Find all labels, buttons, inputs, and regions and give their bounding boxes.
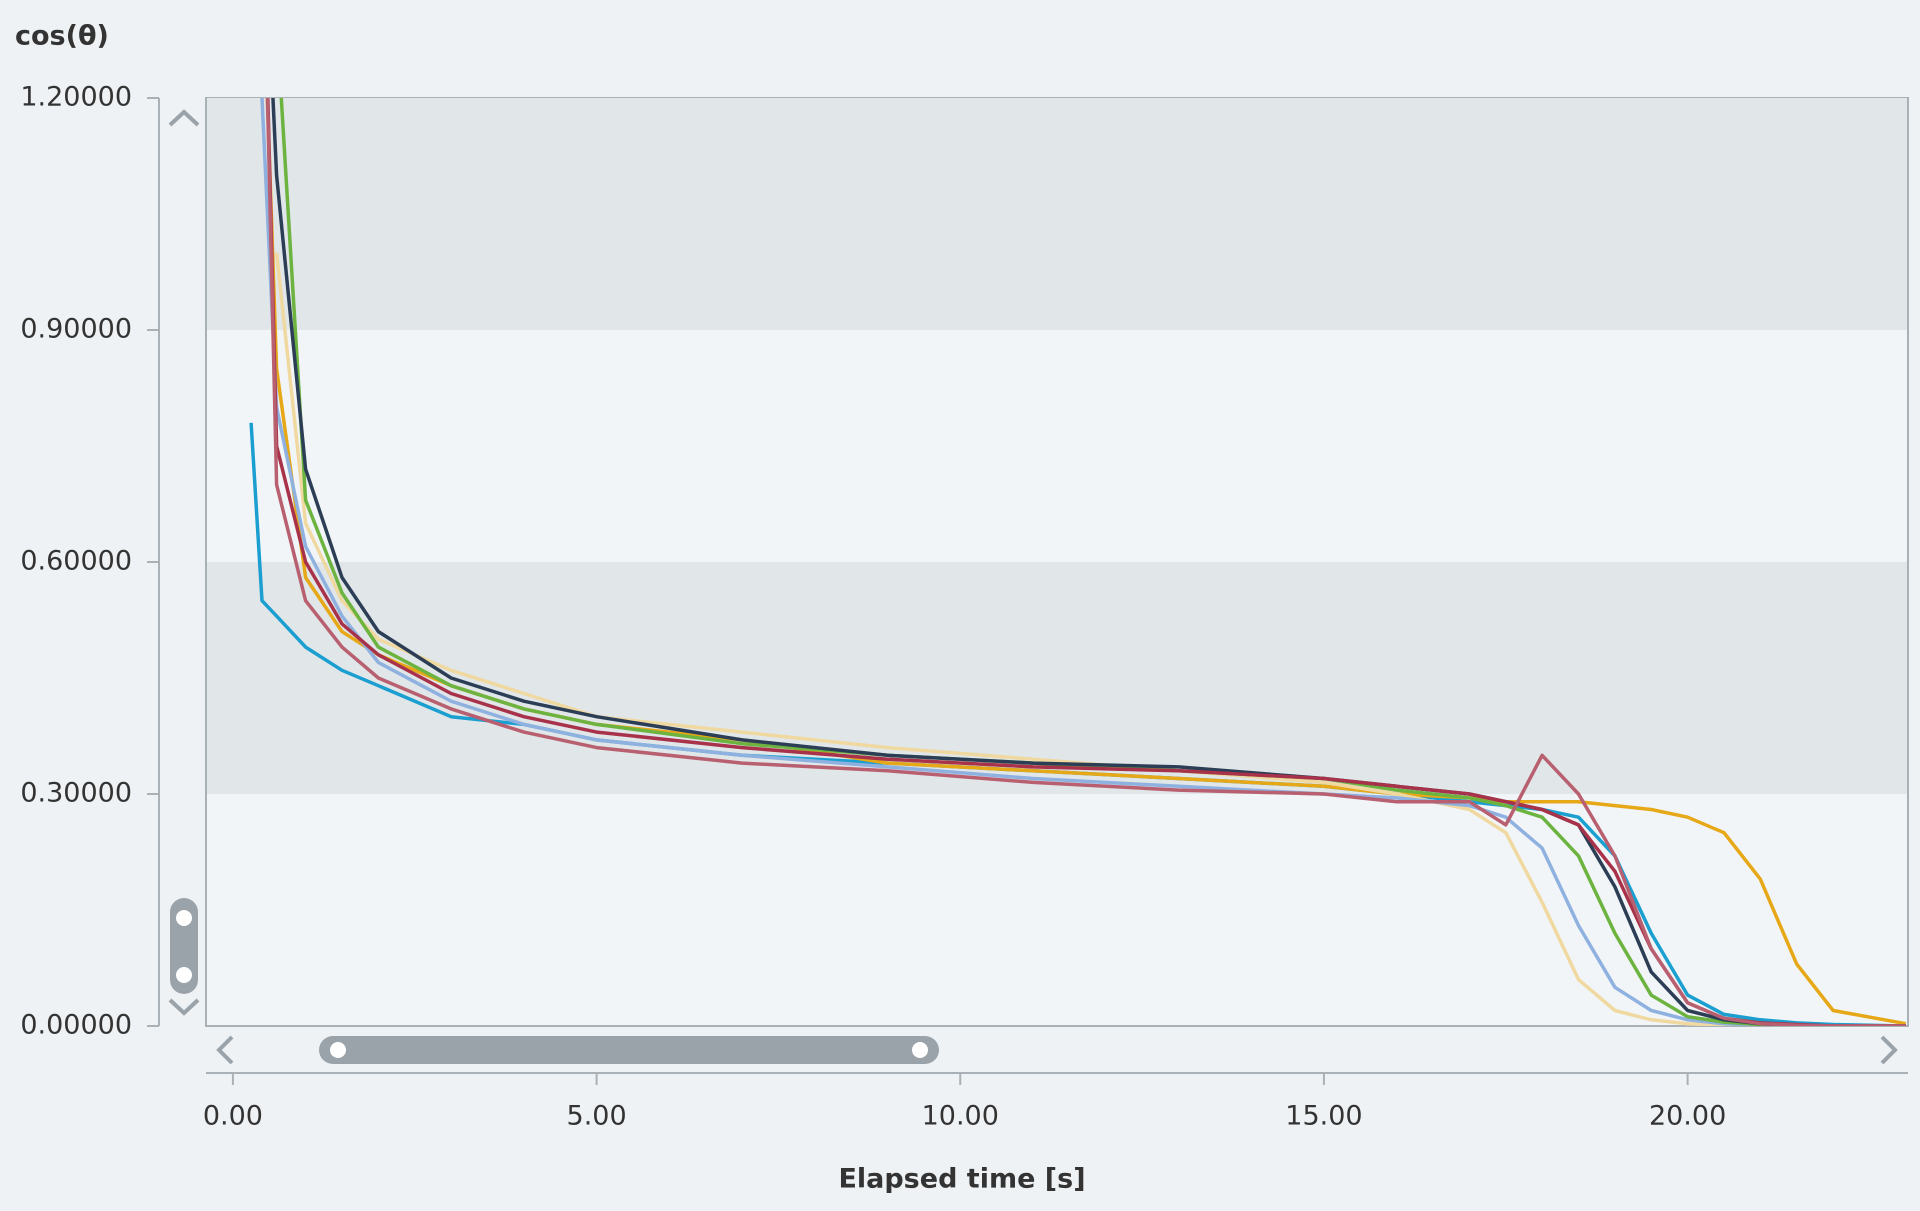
series-line (279, 98, 1906, 1026)
scroll-left[interactable] (216, 1035, 234, 1065)
y-tick-label: 0.90000 (20, 314, 132, 345)
vertical-scroll-thumb[interactable] (170, 898, 198, 994)
y-tick-label: 1.20000 (20, 82, 132, 113)
thumb-handle[interactable] (176, 967, 192, 983)
y-tick-label: 0.60000 (20, 546, 132, 577)
y-tick-label: 0.30000 (20, 778, 132, 809)
thumb-handle[interactable] (912, 1042, 928, 1058)
x-tick-label: 15.00 (1285, 1101, 1362, 1132)
x-tick-label: 20.00 (1649, 1101, 1726, 1132)
thumb-handle[interactable] (176, 910, 192, 926)
grid-band (207, 98, 1907, 330)
horizontal-scroll-thumb[interactable] (319, 1036, 939, 1064)
scroll-down[interactable] (168, 998, 200, 1016)
x-tick-label: 5.00 (567, 1101, 627, 1132)
x-tick-label: 10.00 (922, 1101, 999, 1132)
scroll-right[interactable] (1880, 1035, 1898, 1065)
series-line (265, 98, 1906, 1026)
y-tick-label: 0.00000 (20, 1010, 132, 1041)
series-line (260, 98, 1906, 1026)
y-axis-title: cos(θ) (15, 21, 109, 52)
scroll-up[interactable] (168, 109, 200, 127)
x-tick-label: 0.00 (203, 1101, 263, 1132)
x-axis-title: Elapsed time [s] (838, 1164, 1085, 1195)
grid-band (207, 562, 1907, 794)
thumb-handle[interactable] (330, 1042, 346, 1058)
